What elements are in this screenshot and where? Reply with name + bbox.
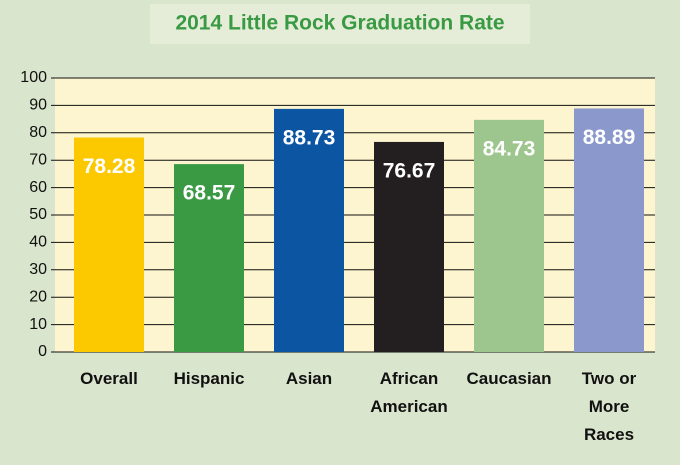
y-tick-label: 100 bbox=[20, 69, 47, 86]
data-label: 68.57 bbox=[183, 182, 236, 205]
y-tick-label: 90 bbox=[29, 97, 47, 114]
y-tick-label: 50 bbox=[29, 206, 47, 223]
bar bbox=[274, 108, 344, 353]
x-tick-label: Two or More Races bbox=[582, 369, 637, 444]
x-tick-line: More bbox=[589, 397, 630, 416]
x-tick-line: Overall bbox=[80, 369, 138, 388]
x-tick-line: Asian bbox=[286, 369, 332, 388]
data-label: 76.67 bbox=[383, 159, 436, 182]
x-tick-line: African bbox=[380, 369, 439, 388]
y-tick-label: 30 bbox=[29, 261, 47, 278]
x-tick-line: Caucasian bbox=[466, 369, 551, 388]
y-tick-label: 20 bbox=[29, 288, 47, 305]
y-tick-label: 40 bbox=[29, 234, 47, 251]
x-tick-label: Hispanic bbox=[174, 369, 245, 388]
title-box bbox=[150, 4, 530, 44]
x-tick-line: Two or bbox=[582, 369, 637, 388]
bar bbox=[474, 119, 544, 352]
x-tick-label: Caucasian bbox=[466, 369, 551, 388]
x-tick-line: American bbox=[370, 397, 447, 416]
x-tick-line: Hispanic bbox=[174, 369, 245, 388]
x-tick-line: Races bbox=[584, 425, 634, 444]
y-tick-label: 70 bbox=[29, 151, 47, 168]
y-tick-label: 0 bbox=[38, 343, 47, 360]
y-tick-label: 10 bbox=[29, 316, 47, 333]
data-label: 88.89 bbox=[583, 126, 636, 149]
chart-title: 2014 Little Rock Graduation Rate bbox=[175, 12, 504, 35]
data-label: 88.73 bbox=[283, 126, 336, 149]
x-tick-label: African American bbox=[370, 369, 447, 416]
bar bbox=[74, 137, 144, 352]
x-tick-label: Overall bbox=[80, 369, 138, 388]
y-tick-label: 80 bbox=[29, 124, 47, 141]
bar bbox=[574, 108, 644, 352]
x-tick-label: Asian bbox=[286, 369, 332, 388]
data-label: 84.73 bbox=[483, 137, 536, 160]
bar bbox=[374, 141, 444, 352]
y-tick-label: 60 bbox=[29, 179, 47, 196]
data-label: 78.28 bbox=[83, 155, 136, 178]
bar bbox=[174, 164, 244, 352]
